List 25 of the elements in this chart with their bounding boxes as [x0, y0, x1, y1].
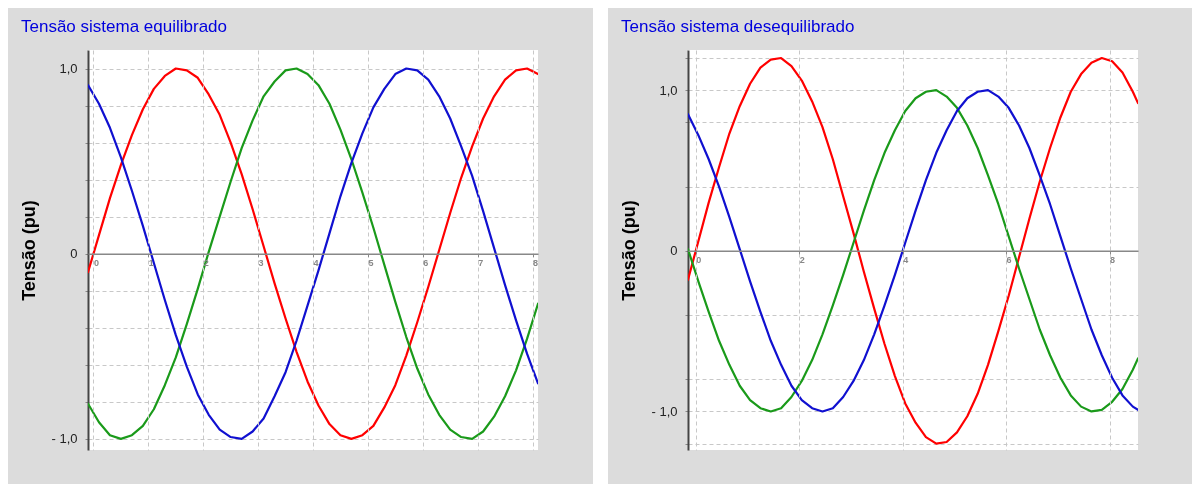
y-axis-title: Tensão (pu)	[618, 200, 639, 301]
x-tick-label: 8	[533, 258, 539, 269]
x-tick-label: 8	[1109, 255, 1115, 266]
line-series	[687, 89, 1138, 413]
y-tick-label: 1,0	[59, 61, 78, 77]
x-tick-label: 4	[313, 258, 319, 269]
x-tick-label: 6	[423, 258, 429, 269]
line-series	[687, 56, 1138, 445]
x-tick-label: 4	[902, 255, 908, 266]
y-tick-label: 1,0	[658, 82, 677, 98]
x-tick-label: 2	[799, 255, 805, 266]
y-axis-title: Tensão (pu)	[19, 200, 40, 301]
chart-title: Tensão sistema desequilibrado	[620, 17, 854, 36]
y-tick-label: - 1,0	[51, 431, 78, 447]
x-tick-label: 0	[93, 258, 99, 269]
x-tick-label: 2	[203, 258, 209, 269]
y-tick-label: - 1,0	[650, 403, 677, 419]
chart-title: Tensão sistema equilibrado	[20, 17, 227, 36]
x-tick-label: 1	[148, 258, 154, 269]
x-tick-label: 5	[368, 258, 374, 269]
x-tick-label: 0	[695, 255, 701, 266]
x-tick-label: 6	[1006, 255, 1012, 266]
line-series	[88, 67, 538, 440]
x-tick-label: 7	[478, 258, 484, 269]
x-tick-label: 3	[258, 258, 264, 269]
